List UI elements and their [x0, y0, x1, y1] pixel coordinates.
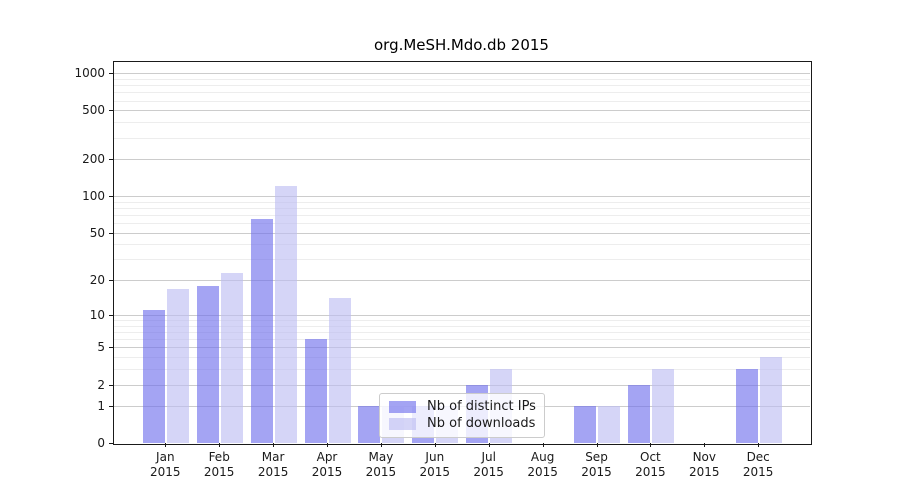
y-tick	[109, 232, 113, 234]
minor-gridline	[113, 208, 810, 209]
x-tick	[650, 443, 652, 447]
bar-distinct-ips	[574, 406, 596, 444]
bar-downloads	[220, 273, 243, 444]
minor-gridline	[113, 85, 810, 87]
x-tick	[596, 443, 598, 447]
major-gridline	[113, 384, 810, 386]
minor-gridline	[113, 92, 810, 94]
minor-gridline	[113, 215, 810, 216]
minor-gridline	[113, 320, 810, 321]
legend-label-downloads: Nb of downloads	[427, 416, 536, 432]
y-tick-label: 10	[89, 307, 105, 322]
x-tick	[219, 443, 221, 447]
minor-gridline	[113, 325, 810, 327]
legend-swatch-distinct-ips	[389, 400, 416, 413]
minor-gridline	[113, 79, 810, 80]
x-tick-label: Nov 2015	[689, 450, 720, 479]
x-tick-label: Mar 2015	[257, 450, 289, 479]
y-tick	[109, 73, 113, 75]
bar-distinct-ips	[627, 384, 650, 444]
x-tick-label: Sep 2015	[581, 450, 612, 479]
axes-spines	[113, 61, 812, 445]
bar-downloads	[328, 298, 351, 444]
bar-distinct-ips	[358, 406, 381, 444]
bar-downloads	[274, 185, 297, 444]
y-tick	[109, 110, 113, 112]
major-gridline	[113, 159, 810, 161]
x-tick	[165, 443, 167, 447]
minor-gridline	[113, 244, 810, 246]
y-tick-label: 1000	[74, 66, 105, 81]
y-tick	[109, 406, 113, 408]
y-tick	[109, 384, 113, 386]
x-tick	[434, 443, 436, 447]
y-tick-label: 100	[82, 189, 105, 204]
minor-gridline	[113, 339, 810, 341]
y-tick-label: 2	[97, 377, 105, 392]
legend: Nb of distinct IPs Nb of downloads	[379, 393, 545, 438]
x-tick	[380, 443, 382, 447]
minor-gridline	[113, 259, 810, 261]
minor-gridline	[113, 201, 810, 203]
x-tick-label: Jul 2015	[473, 450, 504, 479]
x-tick	[704, 443, 706, 447]
y-tick-label: 0	[97, 436, 105, 451]
minor-gridline	[113, 100, 810, 102]
chart-title: org.MeSH.Mdo.db 2015	[374, 36, 549, 54]
y-tick	[109, 314, 113, 316]
minor-gridline	[113, 223, 810, 225]
y-tick-label: 500	[82, 103, 105, 118]
x-tick	[758, 443, 760, 447]
bar-downloads	[166, 288, 189, 444]
y-tick	[109, 443, 113, 445]
legend-label-distinct-ips: Nb of distinct IPs	[427, 398, 536, 414]
x-tick-label: Aug 2015	[527, 450, 558, 479]
legend-row-distinct-ips: Nb of distinct IPs	[389, 398, 536, 415]
x-tick-label: Oct 2015	[635, 450, 666, 479]
y-tick-label: 50	[89, 225, 105, 240]
y-tick	[109, 196, 113, 198]
bar-distinct-ips	[735, 369, 758, 444]
major-gridline	[113, 314, 810, 316]
bar-distinct-ips	[142, 310, 165, 444]
major-gridline	[113, 110, 810, 112]
major-gridline	[113, 280, 810, 282]
x-tick-label: Feb 2015	[203, 450, 235, 479]
x-tick-label: May 2015	[365, 450, 397, 479]
x-tick	[542, 443, 544, 447]
x-tick	[327, 443, 328, 447]
bar-downloads	[598, 406, 620, 444]
minor-gridline	[113, 357, 810, 359]
minor-gridline	[113, 137, 810, 139]
y-tick	[109, 159, 113, 161]
major-gridline	[113, 232, 810, 234]
y-tick-label: 5	[97, 340, 105, 355]
y-tick-label: 20	[89, 273, 105, 288]
legend-row-downloads: Nb of downloads	[389, 416, 535, 432]
minor-gridline	[113, 122, 810, 124]
x-tick-label: Dec 2015	[742, 450, 774, 479]
y-tick-label: 200	[82, 152, 105, 167]
x-tick-label: Apr 2015	[311, 450, 343, 479]
major-gridline	[113, 73, 810, 75]
major-gridline	[113, 347, 810, 349]
y-tick	[109, 347, 113, 349]
legend-swatch-downloads	[389, 418, 416, 431]
bar-distinct-ips	[250, 219, 273, 444]
minor-gridline	[113, 369, 810, 371]
y-tick	[109, 280, 113, 282]
bar-distinct-ips	[196, 285, 219, 444]
bar-downloads	[759, 357, 782, 444]
bar-downloads	[651, 369, 674, 444]
x-tick	[273, 443, 275, 447]
x-tick	[488, 443, 490, 447]
x-tick-label: Jan 2015	[150, 450, 181, 479]
bar-distinct-ips	[304, 339, 327, 444]
x-tick-label: Jun 2015	[419, 450, 451, 479]
major-gridline	[113, 196, 810, 198]
y-tick-label: 1	[97, 399, 105, 414]
minor-gridline	[113, 331, 810, 333]
